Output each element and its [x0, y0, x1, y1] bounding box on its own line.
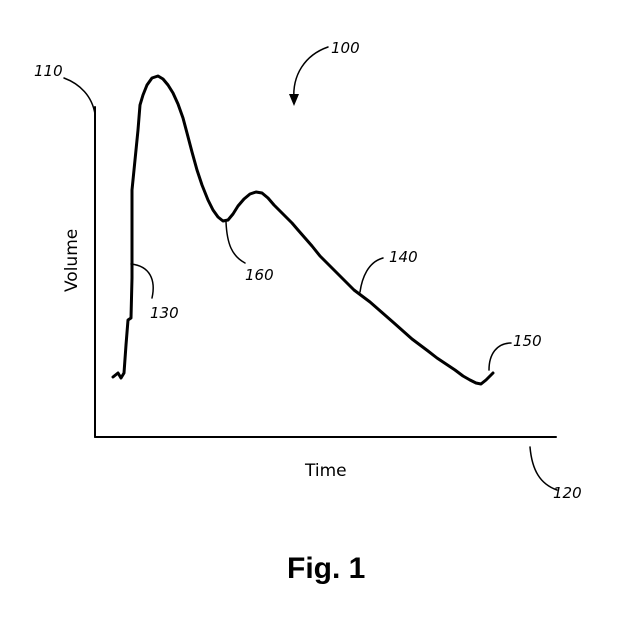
leader-110: [64, 78, 95, 114]
ref-label-150: 150: [513, 332, 542, 350]
ref-label-100: 100: [331, 39, 360, 57]
leader-160: [226, 222, 245, 263]
ref-label-110: 110: [34, 62, 63, 80]
volume-curve: [113, 76, 493, 384]
leader-140: [360, 258, 383, 292]
ref-label-120: 120: [553, 484, 582, 502]
ref-label-140: 140: [389, 248, 418, 266]
ref-label-160: 160: [245, 266, 274, 284]
leader-150: [489, 343, 511, 370]
figure-caption: Fig. 1: [287, 552, 365, 585]
leader-100: [294, 47, 328, 100]
y-axis-label: Volume: [62, 229, 82, 292]
leader-130: [131, 264, 153, 298]
ref-label-130: 130: [150, 304, 179, 322]
arrowhead-100: [289, 94, 299, 106]
x-axis-label: Time: [304, 461, 347, 481]
